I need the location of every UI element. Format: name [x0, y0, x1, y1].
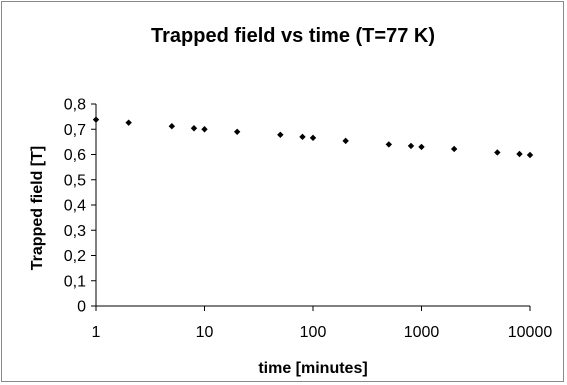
y-tick-label: 0,4 — [64, 198, 86, 215]
data-point — [407, 142, 415, 150]
x-tick-label: 1 — [92, 324, 101, 341]
y-axis-title: Trapped field [T] — [29, 146, 46, 270]
data-point — [201, 126, 208, 133]
data-point — [494, 149, 501, 156]
chart-title: Trapped field vs time (T=77 K) — [151, 25, 435, 47]
x-axis-title: time [minutes] — [258, 360, 367, 377]
x-tick-label: 10 — [196, 324, 214, 341]
data-point — [92, 116, 100, 123]
y-tick-label: 0 — [77, 299, 86, 316]
y-tick-label: 0,5 — [64, 172, 86, 189]
x-tick-label: 10000 — [508, 324, 553, 341]
data-point — [450, 145, 458, 153]
x-tick-label: 100 — [300, 324, 327, 341]
data-point — [526, 151, 534, 159]
data-point — [190, 125, 198, 132]
y-tick-label: 0,3 — [64, 223, 86, 240]
y-tick-label: 0,8 — [64, 97, 86, 114]
data-point — [299, 133, 306, 141]
data-point — [418, 143, 425, 151]
y-tick-label: 0,1 — [64, 273, 86, 290]
y-axis: 0 0,1 0,2 0,3 0,4 0,5 0,6 0,7 0,8 — [64, 97, 97, 316]
x-tick-label: 1000 — [404, 324, 440, 341]
data-point — [125, 119, 132, 126]
y-tick-label: 0,2 — [64, 248, 86, 265]
data-points — [92, 116, 534, 159]
data-point — [309, 134, 317, 142]
data-point — [516, 150, 523, 158]
y-tick-label: 0,7 — [64, 122, 86, 139]
data-point — [342, 137, 349, 145]
data-point — [277, 131, 284, 139]
data-point — [233, 128, 241, 135]
data-point — [168, 123, 176, 130]
x-axis: 1 10 100 1000 10000 — [92, 305, 553, 341]
data-point — [385, 141, 393, 148]
y-tick-label: 0,6 — [64, 147, 86, 164]
